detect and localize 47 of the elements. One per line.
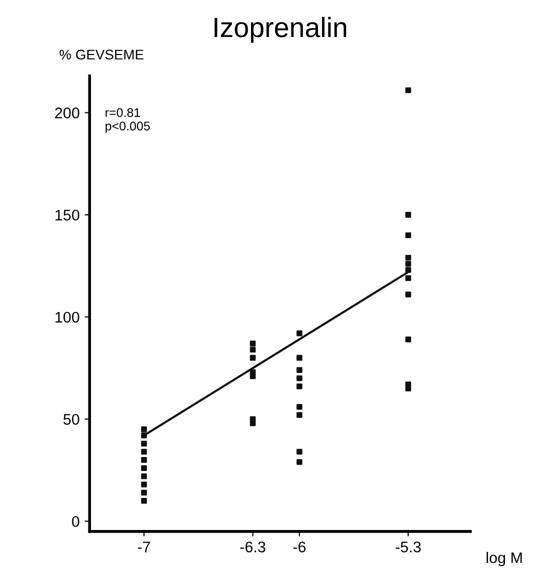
point bbox=[141, 448, 147, 455]
point bbox=[405, 336, 412, 342]
point bbox=[405, 275, 412, 282]
point bbox=[405, 292, 412, 298]
point bbox=[405, 87, 412, 94]
y-axis-title: % GEVSEME bbox=[60, 50, 144, 60]
y-tick-label: 50 bbox=[63, 414, 80, 425]
y-tick-label: 200 bbox=[55, 108, 80, 118]
point bbox=[296, 375, 302, 382]
annotation: r=0.81 p<0.005 bbox=[106, 108, 150, 133]
point bbox=[141, 426, 147, 432]
point bbox=[296, 404, 302, 410]
point bbox=[250, 346, 256, 353]
point bbox=[141, 473, 147, 480]
x-tick-label: -6 bbox=[293, 542, 306, 552]
x-tick-label: -7 bbox=[138, 542, 150, 552]
point bbox=[141, 432, 147, 438]
point bbox=[141, 465, 147, 472]
x-tick-label: -5.3 bbox=[396, 542, 421, 552]
point bbox=[250, 354, 256, 361]
point bbox=[405, 267, 412, 273]
point bbox=[250, 340, 256, 346]
point bbox=[250, 373, 256, 380]
point bbox=[141, 440, 147, 446]
y-tick-label: 0 bbox=[72, 516, 80, 527]
point bbox=[296, 384, 302, 390]
point bbox=[296, 459, 302, 465]
point bbox=[250, 420, 256, 426]
point bbox=[296, 448, 302, 455]
point bbox=[141, 498, 147, 504]
y-tick-label: 100 bbox=[56, 312, 80, 323]
x-tick-label: -6.3 bbox=[240, 542, 266, 552]
point bbox=[405, 254, 412, 261]
point bbox=[141, 457, 147, 463]
point bbox=[405, 212, 412, 218]
point bbox=[141, 490, 147, 496]
point bbox=[141, 482, 147, 488]
point bbox=[405, 386, 412, 392]
point bbox=[296, 412, 302, 418]
x-axis-title: log M bbox=[486, 552, 522, 566]
y-tick-label: 150 bbox=[56, 210, 80, 221]
chart-title: Izoprenalin bbox=[214, 16, 346, 43]
point bbox=[296, 367, 302, 373]
point bbox=[296, 354, 302, 361]
point bbox=[405, 232, 412, 238]
point bbox=[296, 330, 302, 336]
point bbox=[405, 260, 412, 267]
